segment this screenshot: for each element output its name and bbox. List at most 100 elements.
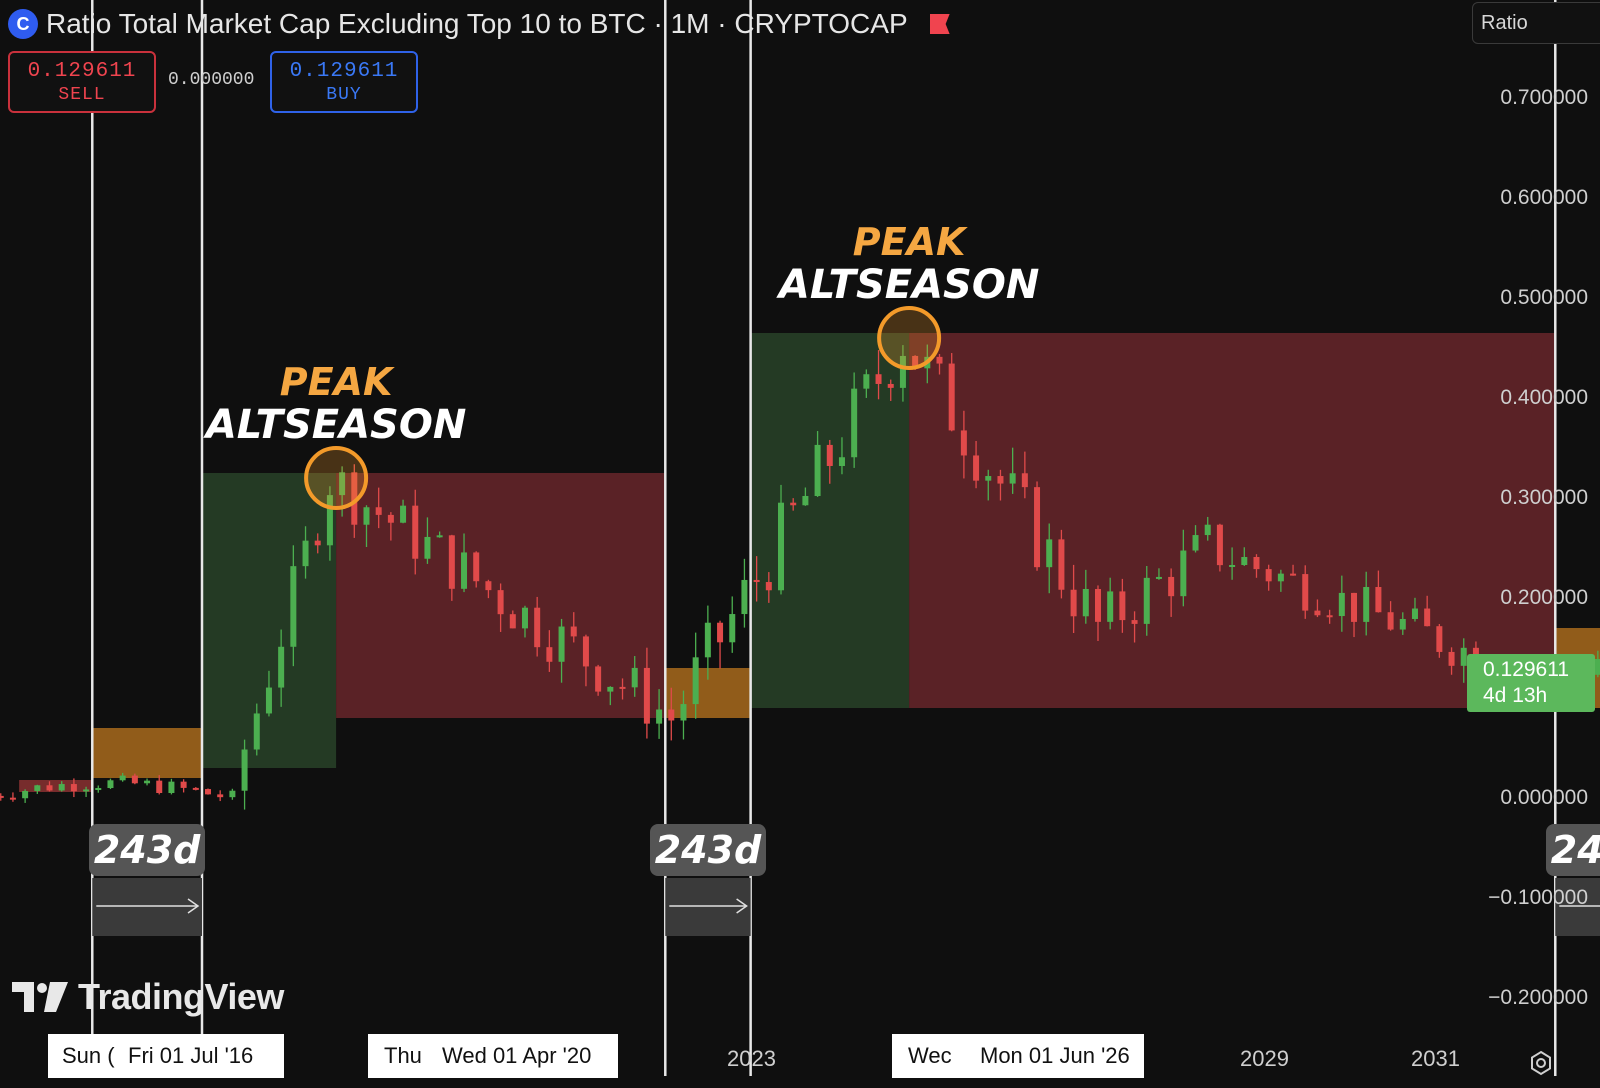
- duration-badge: 243d: [89, 824, 206, 876]
- candle: [595, 666, 602, 692]
- candle: [997, 476, 1004, 484]
- crosshair-date: Mon 01 Jun '26: [980, 1043, 1130, 1068]
- candle: [1253, 556, 1260, 570]
- candle: [424, 536, 431, 559]
- crosshair-date-label: Thu Wed 01 Apr '20: [368, 1034, 618, 1078]
- candle: [1180, 550, 1187, 597]
- candle: [448, 535, 455, 589]
- tradingview-logo[interactable]: TradingView: [12, 976, 284, 1018]
- candle: [753, 579, 760, 583]
- candle: [1241, 556, 1248, 566]
- peak-circle: [877, 306, 942, 370]
- candle: [1594, 659, 1600, 675]
- peak-word: PEAK: [852, 220, 966, 264]
- tradingview-wordmark: TradingView: [78, 976, 284, 1017]
- candle: [668, 709, 675, 721]
- candle: [729, 614, 736, 643]
- candle: [339, 472, 346, 496]
- settings-gear-icon[interactable]: [1528, 1050, 1554, 1076]
- candle: [156, 780, 163, 793]
- candle: [704, 622, 711, 658]
- y-tick-label: 0.700000: [1500, 86, 1588, 109]
- duration-box: [665, 878, 751, 936]
- flag-icon[interactable]: [929, 14, 950, 34]
- candle: [899, 355, 906, 388]
- sell-label: SELL: [58, 84, 106, 105]
- candle: [497, 590, 504, 615]
- candle: [34, 785, 41, 791]
- candle: [351, 472, 358, 525]
- candle: [253, 713, 260, 750]
- last-price-badge: 0.129611 4d 13h: [1467, 654, 1595, 712]
- candle: [582, 636, 589, 667]
- y-tick-label: −0.200000: [1488, 986, 1588, 1009]
- cycle-zones: [19, 333, 1600, 792]
- chart-title: Ratio Total Market Cap Excluding Top 10 …: [46, 8, 908, 39]
- duration-box: [1555, 878, 1600, 936]
- candle: [863, 374, 870, 389]
- candle: [1314, 610, 1321, 616]
- candle: [1399, 618, 1406, 630]
- duration-badge: 243d: [649, 824, 766, 876]
- candle: [826, 444, 833, 466]
- peak-circles: [304, 306, 942, 510]
- buy-button[interactable]: 0.129611 BUY: [270, 51, 418, 113]
- candle: [1192, 535, 1199, 551]
- candle: [1094, 588, 1101, 622]
- y-tick-label: 0.200000: [1500, 586, 1588, 609]
- candle: [1448, 651, 1455, 666]
- candle: [1363, 587, 1370, 622]
- candle: [1436, 626, 1443, 652]
- candle: [326, 495, 333, 546]
- candle: [229, 790, 236, 798]
- candle: [790, 502, 797, 506]
- candle: [692, 657, 699, 705]
- sell-button[interactable]: 0.129611 SELL: [8, 51, 156, 113]
- candle: [436, 535, 443, 538]
- y-tick-label: 0.500000: [1500, 286, 1588, 309]
- candle: [0, 795, 4, 798]
- candle: [570, 626, 577, 637]
- crosshair-date-partial: Thu: [384, 1043, 422, 1068]
- candle: [95, 788, 102, 791]
- candle: [1411, 608, 1418, 619]
- candle: [741, 579, 748, 615]
- buy-label: BUY: [326, 84, 362, 105]
- candle: [1290, 573, 1297, 576]
- candle: [1338, 592, 1345, 617]
- candle: [1107, 591, 1114, 622]
- crosshair-date-label: Wec Mon 01 Jun '26: [892, 1034, 1144, 1078]
- tradingview-logo-icon: [12, 982, 68, 1012]
- candle: [1058, 539, 1065, 590]
- duration-badge: 243d: [1546, 824, 1600, 876]
- candle: [290, 566, 297, 647]
- candle: [680, 704, 687, 721]
- candle: [838, 457, 845, 466]
- candle: [1277, 573, 1284, 582]
- candle: [875, 374, 882, 384]
- candle: [168, 781, 175, 793]
- candle: [643, 667, 650, 724]
- candle: [375, 507, 382, 515]
- candle: [1216, 524, 1223, 566]
- candle: [948, 363, 955, 431]
- candle: [9, 797, 16, 800]
- candle: [1460, 647, 1467, 666]
- candle: [46, 785, 53, 791]
- candle: [131, 775, 138, 784]
- candle: [217, 794, 224, 798]
- duration-arrow-head: [187, 898, 200, 914]
- y-tick-label: 0.400000: [1500, 386, 1588, 409]
- bar-countdown: 4d 13h: [1483, 684, 1548, 707]
- buy-price: 0.129611: [289, 59, 399, 83]
- candle: [534, 607, 541, 648]
- candle: [1424, 608, 1431, 627]
- crosshair-date: Fri 01 Jul '16: [128, 1043, 254, 1068]
- candle: [1131, 620, 1138, 624]
- scale-mode-button[interactable]: Ratio: [1472, 2, 1600, 44]
- early-range: [19, 780, 93, 792]
- candle: [1021, 473, 1028, 488]
- y-tick-label: 0.600000: [1500, 186, 1588, 209]
- candle: [22, 790, 29, 799]
